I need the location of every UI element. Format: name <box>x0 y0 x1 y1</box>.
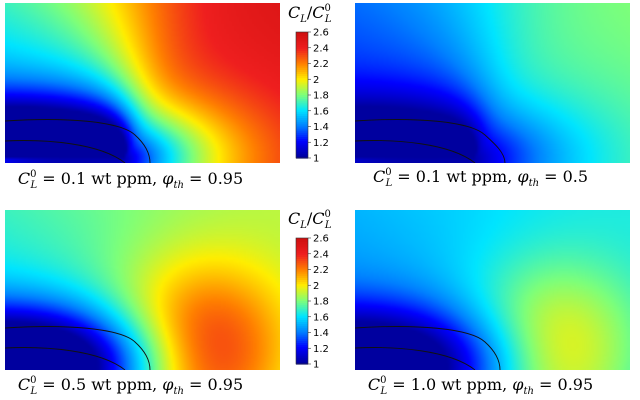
colorbar-tick-label: 1 <box>313 154 319 165</box>
panel-caption: C0 L = 0.1 wt ppm, φth = 0.95 <box>18 169 243 191</box>
colorbar-tick-label: 1.8 <box>313 297 329 308</box>
heatmap-field <box>355 3 630 163</box>
panel-caption: C0 L = 1.0 wt ppm, φth = 0.95 <box>368 375 593 397</box>
caption-phi: = 0.5 <box>539 167 588 186</box>
caption-unit: wt ppm <box>436 375 502 394</box>
caption-unit: wt ppm <box>86 169 152 188</box>
colorbar-tick-label: 1.4 <box>313 122 329 133</box>
heatmap-field <box>5 210 280 370</box>
panel-caption: C0 L = 0.1 wt ppm, φth = 0.5 <box>373 167 588 189</box>
colorbar-tick-label: 1.2 <box>313 344 329 355</box>
caption-unit: wt ppm <box>86 375 152 394</box>
panel-1 <box>5 3 280 163</box>
colorbar-title: CL/C0 L <box>288 3 332 25</box>
caption-c0l: = 1.0 <box>387 375 436 394</box>
colorbar-tick-label: 1 <box>313 360 319 371</box>
colorbar: 2.6 2.4 2.2 2 1.8 1.6 1.4 1.2 1 CL/C0 L <box>288 3 332 165</box>
caption-c0l: = 0.1 <box>37 169 86 188</box>
caption-c0l: = 0.5 <box>37 375 86 394</box>
colorbar: 2.6 2.4 2.2 2 1.8 1.6 1.4 1.2 1 CL/C0 L <box>288 209 332 371</box>
phase-boundary-contour <box>5 119 151 163</box>
caption-phi: = 0.95 <box>534 375 593 394</box>
caption-phi: = 0.95 <box>184 169 243 188</box>
colorbar-tick-label: 1.8 <box>313 91 329 102</box>
heatmap-field <box>355 210 630 370</box>
colorbar-tick-label: 2.4 <box>313 249 329 260</box>
colorbar-tick-label: 1.6 <box>313 106 329 117</box>
colorbar-tick-label: 1.4 <box>313 328 329 339</box>
panel-3 <box>5 210 280 370</box>
colorbar-tick-label: 2 <box>313 75 319 86</box>
colorbar-tick-label: 2.2 <box>313 59 329 70</box>
phase-boundary-contour <box>355 119 506 163</box>
panel-2 <box>355 3 630 163</box>
colorbar-tick-label: 2.6 <box>313 234 329 245</box>
colorbar-tick-label: 1.2 <box>313 138 329 149</box>
panel-caption: C0 L = 0.5 wt ppm, φth = 0.95 <box>18 375 243 397</box>
caption-c0l: = 0.1 <box>392 167 441 186</box>
caption-unit: wt ppm <box>441 167 507 186</box>
colorbar-title: CL/C0 L <box>288 209 332 231</box>
colorbar-tick-label: 2 <box>313 281 319 292</box>
phase-boundary-contour <box>355 326 501 370</box>
colorbar-tick-label: 2.2 <box>313 265 329 276</box>
colorbar-tick-label: 2.6 <box>313 28 329 39</box>
phase-boundary-contour <box>5 326 151 370</box>
panel-4 <box>355 210 630 370</box>
caption-phi: = 0.95 <box>184 375 243 394</box>
colorbar-tick-label: 1.6 <box>313 312 329 323</box>
heatmap-field <box>5 3 280 163</box>
colorbar-tick-label: 2.4 <box>313 43 329 54</box>
